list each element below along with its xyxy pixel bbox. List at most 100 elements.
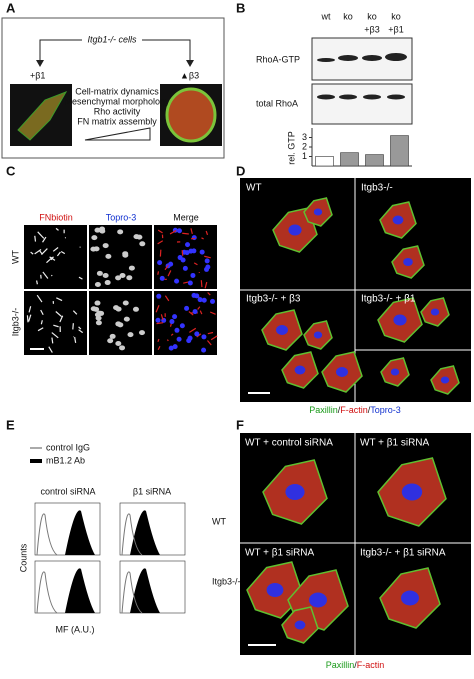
nucleus: [294, 365, 306, 375]
nucleus: [184, 250, 190, 256]
bar: [315, 156, 334, 167]
nucleus: [102, 243, 109, 249]
fiber: [30, 251, 34, 255]
nucleus: [174, 327, 180, 333]
nucleus: [201, 334, 207, 340]
nucleus: [99, 226, 106, 232]
fiber: [72, 323, 74, 330]
nucleus: [94, 300, 101, 306]
caption-part: Paxillin: [309, 405, 338, 415]
nucleus: [132, 306, 139, 312]
fiber: [167, 270, 172, 277]
nucleus: [133, 234, 140, 240]
fiber: [157, 338, 160, 343]
nucleus: [122, 300, 129, 306]
y-tick-label: 3: [302, 132, 307, 142]
nucleus: [93, 306, 100, 312]
column-label: control siRNA: [40, 486, 95, 496]
micrograph: [24, 291, 87, 355]
nucleus: [440, 376, 450, 384]
panel-letter: D: [236, 163, 245, 178]
nucleus: [155, 317, 161, 323]
nucleus: [191, 235, 197, 241]
label: ▲β3: [180, 70, 199, 80]
caption-part: F-actin: [340, 405, 368, 415]
fiber: [157, 271, 160, 275]
panel-letter: A: [6, 0, 16, 15]
quadrant-label: Itgb3-/- + β3: [246, 294, 301, 305]
fiber: [50, 256, 54, 261]
fiber: [51, 337, 54, 344]
blot-label: RhoA-GTP: [256, 54, 300, 64]
fiber: [156, 322, 164, 325]
nucleus: [105, 253, 112, 259]
label: +β1: [30, 70, 45, 80]
lane-label: +β1: [388, 24, 403, 34]
nucleus: [119, 273, 126, 279]
nucleus: [95, 320, 102, 326]
fiber: [204, 255, 211, 259]
fiber: [60, 250, 66, 255]
histogram-outline: [121, 571, 143, 614]
column-label: Merge: [173, 212, 199, 222]
fiber: [55, 227, 59, 231]
nucleus: [182, 265, 188, 271]
panel-letter: C: [6, 163, 16, 178]
nucleus: [95, 315, 102, 321]
fiber: [28, 306, 32, 313]
nucleus: [93, 246, 100, 252]
fiber: [205, 230, 209, 236]
nucleus: [430, 308, 440, 316]
nucleus: [199, 249, 205, 255]
fiber: [50, 274, 53, 277]
fiber: [34, 235, 37, 242]
nucleus: [172, 344, 178, 350]
arrowheads: [36, 60, 194, 67]
nucleus: [210, 298, 216, 304]
fiber: [74, 336, 77, 343]
legend-label: mB1.2 Ab: [46, 455, 85, 465]
quadrant-label: WT + control siRNA: [245, 438, 333, 449]
nucleus: [288, 224, 302, 236]
fiber: [78, 329, 84, 334]
nucleus: [180, 257, 186, 263]
fiber: [56, 251, 61, 257]
fiber: [36, 280, 38, 285]
fiber: [201, 237, 204, 240]
cell: [17, 91, 68, 141]
nucleus: [168, 345, 174, 351]
quadrant-label: Itgb3-/- + β1: [361, 294, 416, 305]
panel-letter: E: [6, 417, 15, 432]
nucleus: [172, 314, 178, 320]
nucleus: [401, 483, 423, 501]
nucleus: [91, 235, 98, 241]
fiber: [55, 311, 62, 317]
nucleus: [174, 278, 180, 284]
nucleus: [179, 323, 185, 329]
fiber: [28, 314, 32, 322]
histogram-filled: [65, 510, 95, 555]
fiber: [193, 262, 198, 266]
nucleus: [119, 345, 126, 351]
nucleus: [336, 367, 348, 377]
nucleus: [176, 336, 182, 342]
fiber: [199, 310, 203, 315]
cell: [165, 87, 217, 143]
fiber: [40, 309, 44, 316]
nucleus: [194, 293, 200, 299]
fiber: [40, 320, 43, 325]
nucleus: [201, 297, 207, 303]
nucleus: [126, 275, 133, 281]
bands: [317, 53, 407, 62]
nucleus: [122, 252, 129, 258]
nucleus: [188, 248, 194, 254]
nucleus: [190, 272, 196, 278]
fiber: [181, 250, 184, 256]
histogram-filled: [130, 568, 160, 613]
caption-part: Paxillin: [326, 660, 355, 670]
fiber: [207, 331, 214, 335]
caption-part: /: [368, 405, 371, 415]
fiber: [26, 315, 29, 323]
nucleus: [187, 280, 193, 286]
